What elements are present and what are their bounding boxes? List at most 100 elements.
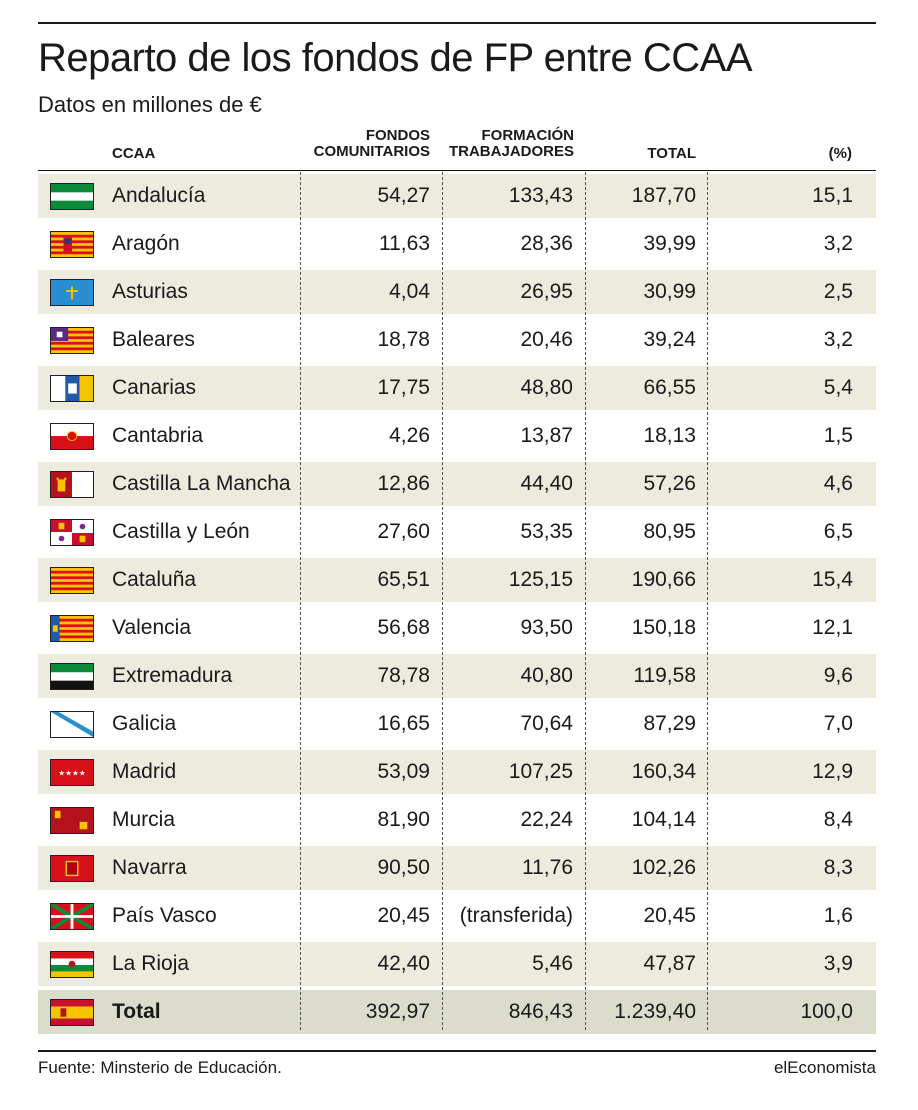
- bottom-rule: [38, 1050, 876, 1052]
- chart-title: Reparto de los fondos de FP entre CCAA: [38, 36, 753, 80]
- cell-formacion: 846,43: [508, 1000, 573, 1023]
- castilla-y-leon-flag-icon: [50, 519, 94, 546]
- canarias-flag-icon: [50, 375, 94, 402]
- ccaa-name: Castilla y León: [112, 520, 250, 543]
- header-ccaa: CCAA: [112, 145, 156, 162]
- cell-total: 190,66: [631, 568, 696, 591]
- column-divider: [707, 172, 708, 1030]
- cell-formacion: 13,87: [520, 424, 573, 447]
- cell-total: 102,26: [631, 856, 696, 879]
- cell-pct: 2,5: [823, 280, 853, 303]
- cell-formacion: 22,24: [520, 808, 573, 831]
- la-rioja-flag-icon: [50, 951, 94, 978]
- svg-text:★★★★: ★★★★: [58, 769, 86, 778]
- cell-fondos: 81,90: [377, 808, 430, 831]
- column-divider: [585, 172, 586, 1030]
- cell-pct: 5,4: [823, 376, 853, 399]
- header-formacion-trabajadores: FORMACIÓN TRABAJADORES: [430, 128, 574, 160]
- cell-fondos: 20,45: [377, 904, 430, 927]
- table-top-rule: [38, 170, 876, 171]
- cell-total: 20,45: [643, 904, 696, 927]
- cell-formacion: 133,43: [508, 184, 573, 207]
- header-formacion-line2: TRABAJADORES: [448, 143, 574, 160]
- cell-total: 87,29: [643, 712, 696, 735]
- madrid-flag-icon: ★★★★: [50, 759, 94, 786]
- cell-pct: 3,2: [823, 232, 853, 255]
- galicia-flag-icon: [50, 711, 94, 738]
- ccaa-name: La Rioja: [112, 952, 190, 975]
- ccaa-name: Aragón: [112, 232, 180, 255]
- cell-formacion: 20,46: [520, 328, 573, 351]
- cell-total: 47,87: [643, 952, 696, 975]
- table-row: Andalucía 54,27 133,43 187,70 15,1: [38, 174, 876, 218]
- cell-formacion: 48,80: [520, 376, 573, 399]
- table-row: Baleares 18,78 20,46 39,24 3,2: [38, 318, 876, 362]
- cell-total: 80,95: [643, 520, 696, 543]
- cell-fondos: 27,60: [377, 520, 430, 543]
- cell-fondos: 18,78: [377, 328, 430, 351]
- cell-total: 150,18: [631, 616, 696, 639]
- cell-pct: 4,6: [823, 472, 853, 495]
- table-row: Castilla La Mancha 12,86 44,40 57,26 4,6: [38, 462, 876, 506]
- ccaa-name: Andalucía: [112, 184, 206, 207]
- castilla-la-mancha-flag-icon: [50, 471, 94, 498]
- chart-subtitle: Datos en millones de €: [38, 92, 262, 117]
- cell-formacion: 40,80: [520, 664, 573, 687]
- ccaa-name: Madrid: [112, 760, 177, 783]
- cell-formacion: 125,15: [508, 568, 573, 591]
- aragon-flag-icon: [50, 231, 94, 258]
- cell-pct: 100,0: [800, 1000, 853, 1023]
- cell-total: 39,24: [643, 328, 696, 351]
- cell-total: 66,55: [643, 376, 696, 399]
- ccaa-name: Castilla La Mancha: [112, 472, 291, 495]
- cell-fondos: 53,09: [377, 760, 430, 783]
- ccaa-name: Asturias: [112, 280, 188, 303]
- table-row: Galicia 16,65 70,64 87,29 7,0: [38, 702, 876, 746]
- cell-pct: 3,9: [823, 952, 853, 975]
- ccaa-name: País Vasco: [112, 904, 217, 927]
- ccaa-name: Navarra: [112, 856, 187, 879]
- table-row: ★★★★ Madrid 53,09 107,25 160,34 12,9: [38, 750, 876, 794]
- cell-fondos: 392,97: [365, 1000, 430, 1023]
- brand-logo-text: elEconomista: [773, 1058, 876, 1077]
- source-note: Fuente: Minsterio de Educación.: [38, 1058, 282, 1077]
- header-total: TOTAL: [647, 145, 696, 162]
- table-row: Cantabria 4,26 13,87 18,13 1,5: [38, 414, 876, 458]
- ccaa-name: Extremadura: [112, 664, 233, 687]
- cell-total: 39,99: [643, 232, 696, 255]
- cell-formacion: (transferida): [459, 904, 573, 927]
- cell-fondos: 16,65: [377, 712, 430, 735]
- header-fondos-comunitarios: FONDOS COMUNITARIOS: [290, 128, 430, 160]
- cell-pct: 15,1: [812, 184, 853, 207]
- cell-total: 104,14: [631, 808, 696, 831]
- cell-fondos: 11,63: [379, 232, 430, 255]
- cell-formacion: 26,95: [520, 280, 573, 303]
- cell-pct: 12,9: [812, 760, 853, 783]
- cell-fondos: 65,51: [377, 568, 430, 591]
- cell-formacion: 11,76: [522, 856, 573, 879]
- cell-total: 57,26: [643, 472, 696, 495]
- cell-fondos: 4,26: [389, 424, 430, 447]
- ccaa-name: Galicia: [112, 712, 177, 735]
- table-row: Cataluña 65,51 125,15 190,66 15,4: [38, 558, 876, 602]
- table-row: La Rioja 42,40 5,46 47,87 3,9: [38, 942, 876, 986]
- cataluna-flag-icon: [50, 567, 94, 594]
- cell-pct: 3,2: [823, 328, 853, 351]
- ccaa-name: Baleares: [112, 328, 195, 351]
- cell-total: 160,34: [631, 760, 696, 783]
- andalucia-flag-icon: [50, 183, 94, 210]
- cell-formacion: 44,40: [520, 472, 573, 495]
- table-row: Canarias 17,75 48,80 66,55 5,4: [38, 366, 876, 410]
- table-row: País Vasco 20,45 (transferida) 20,45 1,6: [38, 894, 876, 938]
- table-row: Aragón 11,63 28,36 39,99 3,2: [38, 222, 876, 266]
- cell-fondos: 90,50: [377, 856, 430, 879]
- espana-flag-icon: [50, 999, 94, 1026]
- pais-vasco-flag-icon: [50, 903, 94, 930]
- cell-pct: 8,4: [823, 808, 853, 831]
- cell-pct: 7,0: [823, 712, 853, 735]
- navarra-flag-icon: [50, 855, 94, 882]
- cell-total: 187,70: [631, 184, 696, 207]
- header-formacion-line1: FORMACIÓN: [481, 127, 575, 144]
- cell-total: 30,99: [643, 280, 696, 303]
- valencia-flag-icon: [50, 615, 94, 642]
